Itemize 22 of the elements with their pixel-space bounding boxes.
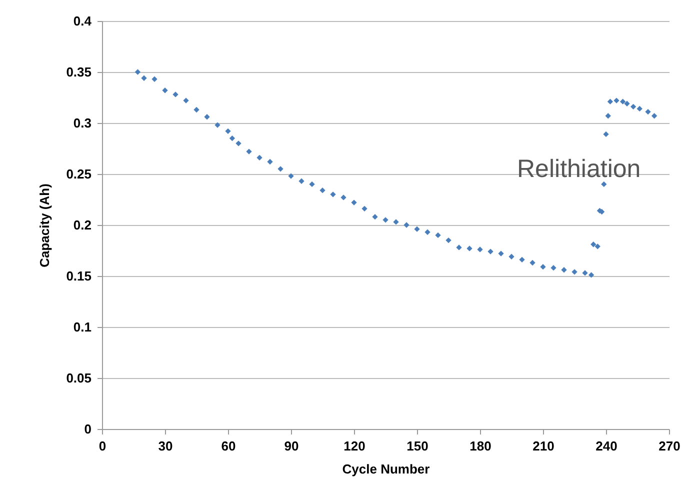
y-tick-label: 0.05 (66, 370, 92, 386)
x-tick-label: 90 (284, 438, 299, 454)
y-tick-label: 0.1 (73, 320, 92, 334)
x-tick-label: 60 (221, 438, 236, 454)
x-tick-label: 30 (158, 438, 173, 454)
y-tick-label: 0.15 (66, 268, 92, 284)
x-axis-title: Cycle Number (342, 462, 430, 476)
x-tick-label: 0 (98, 438, 106, 454)
y-tick-label: 0 (84, 422, 92, 436)
x-tick-label: 240 (596, 438, 618, 454)
y-tick-label: 0.35 (66, 64, 92, 80)
x-tick-label: 120 (344, 438, 366, 454)
y-axis-title: Capacity (Ah) (37, 184, 52, 268)
annotation: Relithiation (517, 155, 641, 183)
x-tick-label: 270 (658, 438, 680, 454)
y-tick-label: 0.3 (73, 116, 92, 130)
x-tick-label: 150 (406, 438, 428, 454)
y-tick-label: 0.2 (73, 218, 92, 232)
x-tick-label: 180 (470, 438, 492, 454)
x-tick-label: 210 (532, 438, 554, 454)
y-tick-label: 0.4 (73, 14, 92, 28)
y-tick-label: 0.25 (66, 166, 92, 182)
